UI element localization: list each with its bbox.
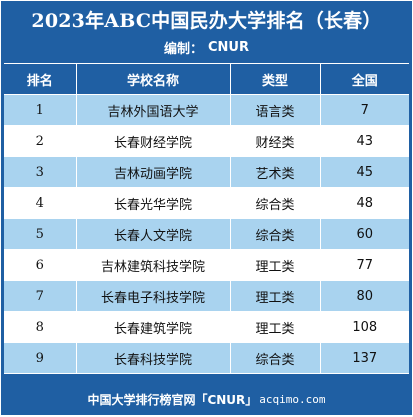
cell-national: 77 (320, 249, 409, 281)
cell-rank: 8 (4, 311, 77, 343)
cell-national: 80 (320, 280, 409, 312)
cell-school-name: 吉林外国语大学 (76, 94, 231, 126)
cell-type: 财经类 (230, 125, 321, 157)
footer-source: 中国大学排行榜官网「CNUR」 acqimo.com (1, 384, 412, 415)
table-row: 6 吉林建筑科技学院 理工类 77 (4, 249, 409, 281)
cell-school-name: 长春电子科技学院 (76, 280, 231, 312)
cell-rank: 2 (4, 125, 77, 157)
cell-rank: 4 (4, 187, 77, 219)
header-rank: 排名 (4, 63, 77, 95)
cell-national: 7 (320, 94, 409, 126)
cell-type: 艺术类 (230, 156, 321, 188)
ranking-table: 排名 学校名称 类型 全国 1 吉林外国语大学 语言类 7 2 长春财经学院 财… (4, 63, 409, 374)
cell-national: 137 (320, 342, 409, 374)
cell-rank: 3 (4, 156, 77, 188)
cell-type: 理工类 (230, 280, 321, 312)
cell-type: 综合类 (230, 342, 321, 374)
cell-rank: 5 (4, 218, 77, 250)
cell-national: 45 (320, 156, 409, 188)
table-row: 1 吉林外国语大学 语言类 7 (4, 94, 409, 126)
cell-school-name: 吉林建筑科技学院 (76, 249, 231, 281)
cell-national: 60 (320, 218, 409, 250)
table-row: 2 长春财经学院 财经类 43 (4, 125, 409, 157)
compiler-value: CNUR (208, 39, 249, 55)
cell-school-name: 长春光华学院 (76, 187, 231, 219)
table-row: 4 长春光华学院 综合类 48 (4, 187, 409, 219)
table-row: 8 长春建筑学院 理工类 108 (4, 311, 409, 343)
header-national: 全国 (320, 63, 409, 95)
header-school-name: 学校名称 (76, 63, 231, 95)
table-row: 5 长春人文学院 综合类 60 (4, 218, 409, 250)
cell-school-name: 长春建筑学院 (76, 311, 231, 343)
cell-national: 48 (320, 187, 409, 219)
cell-school-name: 长春科技学院 (76, 342, 231, 374)
cell-school-name: 吉林动画学院 (76, 156, 231, 188)
cell-rank: 9 (4, 342, 77, 374)
footer-text: 中国大学排行榜官网「CNUR」 (87, 393, 258, 407)
compiler-label: 编制： (163, 41, 203, 57)
compiler-line: 编制： CNUR (1, 35, 412, 59)
cell-rank: 1 (4, 94, 77, 126)
cell-type: 综合类 (230, 187, 321, 219)
table-row: 3 吉林动画学院 艺术类 45 (4, 156, 409, 188)
cell-rank: 7 (4, 280, 77, 312)
cell-type: 综合类 (230, 218, 321, 250)
page-title: 2023年ABC中国民办大学排名（长春） (31, 9, 382, 32)
cell-national: 43 (320, 125, 409, 157)
cell-school-name: 长春财经学院 (76, 125, 231, 157)
cell-school-name: 长春人文学院 (76, 218, 231, 250)
footer-site: acqimo.com (259, 393, 326, 406)
cell-national: 108 (320, 311, 409, 343)
cell-rank: 6 (4, 249, 77, 281)
cell-type: 理工类 (230, 249, 321, 281)
table-row: 7 长春电子科技学院 理工类 80 (4, 280, 409, 312)
table-row: 9 长春科技学院 综合类 137 (4, 342, 409, 374)
cell-type: 语言类 (230, 94, 321, 126)
table-header-row: 排名 学校名称 类型 全国 (4, 63, 409, 95)
header-type: 类型 (230, 63, 321, 95)
cell-type: 理工类 (230, 311, 321, 343)
